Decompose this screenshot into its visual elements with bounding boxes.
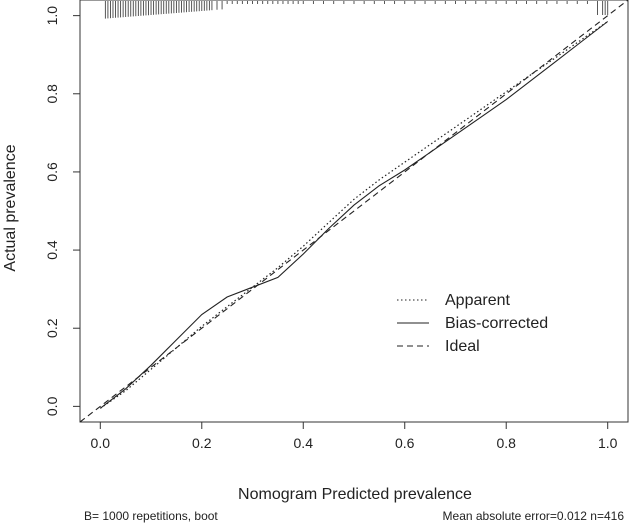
legend: Apparent Bias-corrected Ideal xyxy=(397,292,548,355)
series-line-bias-corrected xyxy=(99,21,609,409)
plot-frame xyxy=(79,0,629,423)
y-axis-label: Actual prevalence xyxy=(2,144,19,271)
y-tick-label: 0.8 xyxy=(44,84,60,104)
legend-label-bias-corrected: Bias-corrected xyxy=(445,315,548,332)
x-tick-label: 0.6 xyxy=(395,435,415,451)
y-tick-label: 0.6 xyxy=(44,162,60,182)
legend-label-apparent: Apparent xyxy=(445,292,510,309)
x-tick-label: 0.0 xyxy=(91,435,111,451)
footer-left-note: B= 1000 repetitions, boot xyxy=(84,509,218,523)
x-axis: 0.0 0.2 0.4 0.6 0.8 1.0 xyxy=(91,422,618,451)
x-tick-label: 0.2 xyxy=(192,435,212,451)
series-lines xyxy=(80,0,628,422)
y-tick-label: 0.0 xyxy=(44,396,60,416)
y-tick-label: 0.2 xyxy=(44,318,60,338)
y-tick-label: 1.0 xyxy=(44,6,60,26)
x-axis-label: Nomogram Predicted prevalence xyxy=(238,486,472,503)
y-tick-label: 0.4 xyxy=(44,240,60,260)
series-line-ideal xyxy=(80,0,628,422)
footer-right-note: Mean absolute error=0.012 n=416 xyxy=(443,509,625,523)
x-tick-label: 0.8 xyxy=(496,435,516,451)
legend-label-ideal: Ideal xyxy=(445,338,480,355)
rug-marks xyxy=(104,1,609,19)
x-tick-label: 1.0 xyxy=(598,435,618,451)
y-axis: 0.0 0.2 0.4 0.6 0.8 1.0 xyxy=(44,6,80,416)
x-tick-label: 0.4 xyxy=(294,435,314,451)
